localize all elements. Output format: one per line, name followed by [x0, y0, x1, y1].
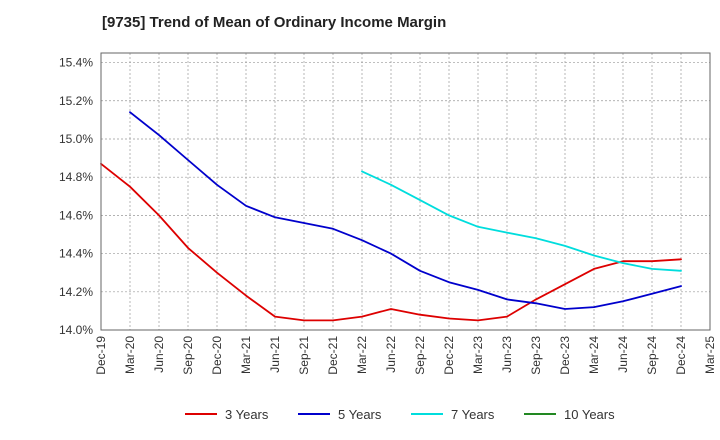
x-tick-label: Dec-21: [326, 336, 340, 375]
x-tick-label: Dec-22: [442, 336, 456, 375]
legend-label: 10 Years: [564, 407, 615, 422]
x-tick-label: Jun-20: [152, 336, 166, 373]
y-tick-label: 14.8%: [59, 170, 93, 184]
chart-title: [9735] Trend of Mean of Ordinary Income …: [102, 14, 447, 31]
series-line-7-years: [361, 170, 682, 272]
x-tick-label: Dec-24: [674, 336, 688, 375]
y-tick-label: 15.2%: [59, 94, 93, 108]
x-tick-label: Mar-20: [123, 336, 137, 374]
x-tick-label: Jun-22: [384, 336, 398, 373]
y-tick-label: 14.2%: [59, 285, 93, 299]
series-line-5-years: [129, 111, 682, 310]
y-tick-label: 15.4%: [59, 56, 93, 70]
x-tick-label: Mar-21: [239, 336, 253, 374]
legend: 3 Years 5 Years 7 Years 10 Years: [185, 407, 615, 422]
legend-label: 7 Years: [451, 407, 495, 422]
x-tick-label: Mar-22: [355, 336, 369, 374]
x-axis-ticks: Dec-19 Mar-20 Jun-20 Sep-20 Dec-20 Mar-21 Jun-…: [94, 336, 717, 375]
y-tick-label: 14.0%: [59, 323, 93, 337]
legend-label: 5 Years: [338, 407, 382, 422]
x-tick-label: Jun-23: [500, 336, 514, 373]
y-axis-ticks: 14.0% 14.2% 14.4% 14.6% 14.8% 15.0% 15.2% 15.4%: [59, 56, 93, 337]
y-tick-label: 15.0%: [59, 132, 93, 146]
x-tick-label: Sep-22: [413, 336, 427, 375]
series-lines: [100, 111, 682, 322]
x-tick-label: Jun-24: [616, 336, 630, 373]
plot-frame: [100, 52, 711, 331]
x-tick-label: Sep-20: [181, 336, 195, 375]
x-tick-label: Mar-24: [587, 336, 601, 374]
x-tick-label: Sep-24: [645, 336, 659, 375]
legend-label: 3 Years: [225, 407, 269, 422]
x-tick-label: Mar-25: [703, 336, 717, 374]
x-tick-label: Sep-23: [529, 336, 543, 375]
x-tick-label: Mar-23: [471, 336, 485, 374]
x-tick-label: Dec-23: [558, 336, 572, 375]
y-tick-label: 14.6%: [59, 208, 93, 222]
x-tick-label: Dec-19: [94, 336, 108, 375]
x-tick-label: Jun-21: [268, 336, 282, 373]
x-tick-label: Dec-20: [210, 336, 224, 375]
x-tick-label: Sep-21: [297, 336, 311, 375]
series-line-3-years: [100, 162, 682, 322]
plot-area-border: [100, 52, 711, 331]
y-tick-label: 14.4%: [59, 247, 93, 261]
